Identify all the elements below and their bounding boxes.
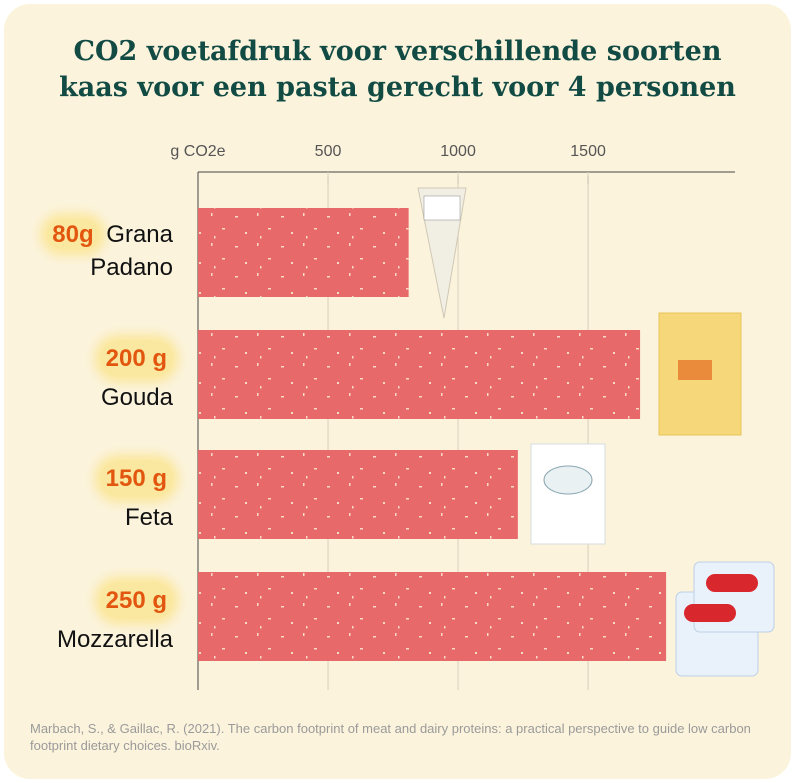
category-label: 80g Grana Padano <box>23 218 173 284</box>
category-name: Mozzarella <box>56 626 173 653</box>
bar-texture <box>198 330 641 419</box>
category-name: Grana Padano <box>90 221 173 281</box>
x-tick-label: 500 <box>315 143 342 160</box>
category-label: 250 g Mozzarella <box>57 582 173 656</box>
x-tick-label: 1000 <box>440 143 476 160</box>
bar-texture <box>198 208 409 297</box>
x-axis-label: g CO2e <box>170 143 225 160</box>
category-label: 200 g Gouda <box>99 340 173 414</box>
category-name: Gouda <box>100 384 173 411</box>
product-images <box>417 187 775 677</box>
amount-label: 80g <box>46 219 100 250</box>
category-label: 150 g Feta <box>99 460 173 534</box>
bar-texture <box>198 450 518 539</box>
title-line: kaas voor een pasta gerecht voor 4 perso… <box>59 72 736 103</box>
amount-label: 250 g <box>99 582 173 619</box>
bar-texture <box>198 572 667 661</box>
source: Marbach, S., & Gaillac, R. (2021). The c… <box>30 721 751 753</box>
amount-label: 200 g <box>99 340 173 377</box>
category-name: Feta <box>124 504 173 531</box>
x-tick-label: 1500 <box>570 143 606 160</box>
amount-label: 150 g <box>99 460 173 497</box>
title-line: CO2 voetafdruk voor verschillende soorte… <box>73 36 722 67</box>
